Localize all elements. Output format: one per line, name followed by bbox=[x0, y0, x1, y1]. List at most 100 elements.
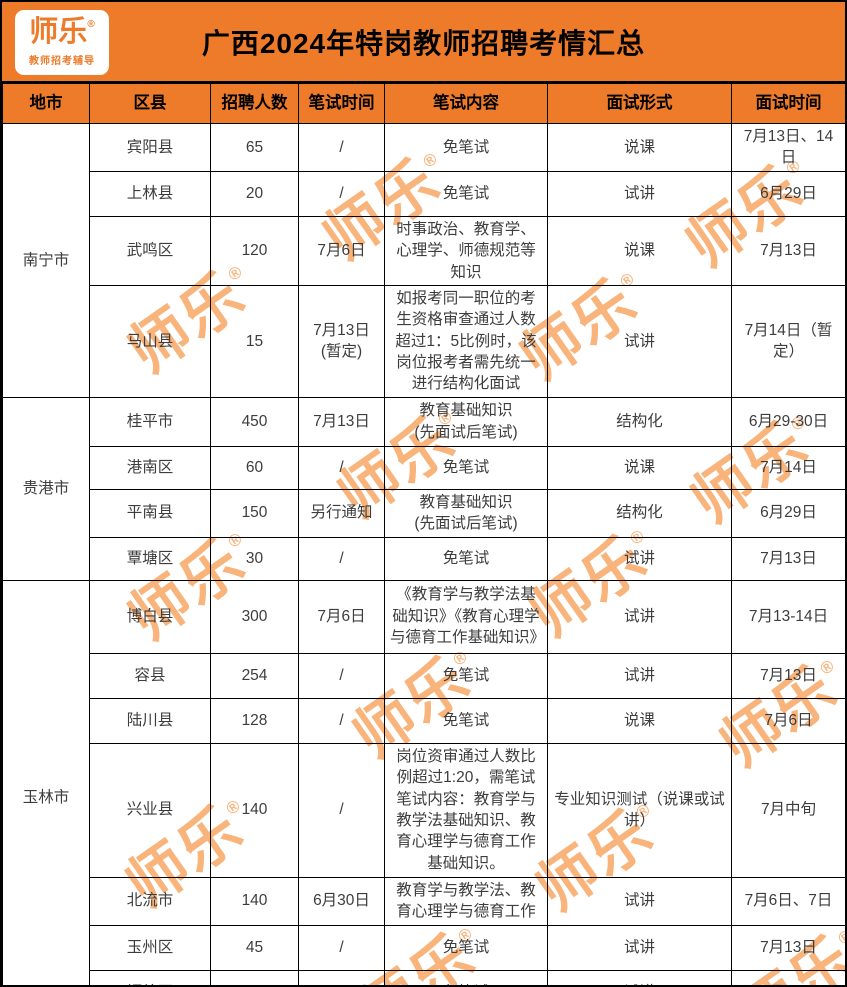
interview-time-cell: 7月13日 bbox=[731, 924, 845, 971]
count-cell: 15 bbox=[210, 284, 299, 398]
district-cell: 上林县 bbox=[89, 170, 211, 217]
interview-time-cell: 7月6日、7日 bbox=[731, 876, 845, 926]
city-cell: 玉林市 bbox=[2, 579, 90, 985]
district-cell: 博白县 bbox=[89, 579, 211, 654]
district-cell: 兴业县 bbox=[89, 742, 211, 878]
district-cell: 桂平市 bbox=[89, 396, 211, 447]
district-cell: 北流市 bbox=[89, 876, 211, 926]
district-cell: 陆川县 bbox=[89, 697, 211, 744]
count-cell: 65 bbox=[210, 123, 299, 172]
column-header-5: 笔试内容 bbox=[384, 83, 548, 124]
count-cell: 140 bbox=[210, 742, 299, 878]
interview-time-cell: 7月13-14日 bbox=[731, 579, 845, 654]
table-row: 马山县 15 7月13日 (暂定) 如报考同一职位的考生资格审查通过人数超过1：5比例… bbox=[3, 284, 845, 398]
written-content-cell: 免笔试 bbox=[384, 445, 548, 490]
interview-time-cell: 7月13日、14日 bbox=[731, 123, 845, 172]
count-cell: 120 bbox=[210, 215, 299, 286]
count-cell: 128 bbox=[210, 697, 299, 744]
written-time-cell: 另行通知 bbox=[298, 488, 385, 538]
district-cell: 港南区 bbox=[89, 445, 211, 490]
district-cell: 武鸣区 bbox=[89, 215, 211, 286]
written-time-cell: / bbox=[298, 969, 385, 985]
interview-form-cell: 说课 bbox=[547, 697, 732, 744]
table-row: 贵港市 桂平市 450 7月13日 教育基础知识 (先面试后笔试) 结构化 6月29-30日 bbox=[2, 396, 845, 581]
interview-form-cell: 试讲 bbox=[547, 284, 732, 398]
written-content-cell: 《教育学与教学法基础知识》《教育心理学与德育工作基础知识》 bbox=[384, 579, 548, 654]
count-cell: 60 bbox=[210, 445, 299, 490]
interview-form-cell: 试讲 bbox=[547, 876, 732, 926]
interview-form-cell: 试讲 bbox=[547, 652, 732, 699]
interview-time-cell: 7月13日 bbox=[731, 215, 845, 286]
interview-form-cell: 试讲 bbox=[547, 969, 732, 985]
written-content-cell: 免笔试 bbox=[384, 536, 548, 581]
city-cell: 南宁市 bbox=[2, 123, 90, 398]
table-row: 南宁市 宾阳县 65/免笔试 说课 7月13日、14日 bbox=[2, 123, 845, 398]
interview-time-cell: 6月29日 bbox=[731, 488, 845, 538]
interview-time-cell: 7月13日 bbox=[731, 652, 845, 699]
interview-time-cell: 7月13日 bbox=[731, 969, 845, 985]
column-header-6: 面试形式 bbox=[547, 83, 732, 124]
table-row: 武鸣区 120 7月6日 时事政治、教育学、心理学、师德规范等知识 说课 7月13日 bbox=[3, 215, 845, 286]
written-content-cell: 免笔试 bbox=[384, 652, 548, 699]
column-header-2: 区县 bbox=[89, 83, 211, 124]
district-cell: 宾阳县 bbox=[89, 123, 211, 172]
interview-time-cell: 7月14日（暂定） bbox=[731, 284, 845, 398]
interview-time-cell: 7月13日 bbox=[731, 536, 845, 581]
written-content-cell: 如报考同一职位的考生资格审查通过人数超过1：5比例时，该岗位报考者需先统一进行结… bbox=[384, 284, 548, 398]
interview-time-cell: 7月中旬 bbox=[731, 742, 845, 878]
count-cell: 45 bbox=[210, 924, 299, 971]
written-time-cell: / bbox=[298, 170, 385, 217]
count-cell: 140 bbox=[210, 876, 299, 926]
interview-form-cell: 说课 bbox=[547, 445, 732, 490]
written-content-cell: 教育学与教学法、教育心理学与德育工作 bbox=[384, 876, 548, 926]
written-content-cell: 免笔试 bbox=[384, 924, 548, 971]
interview-form-cell: 说课 bbox=[547, 215, 732, 286]
count-cell: 30 bbox=[210, 536, 299, 581]
written-content-cell: 岗位资审通过人数比例超过1:20，需笔试 笔试内容：教育学与教学法基础知识、教育… bbox=[384, 742, 548, 878]
written-time-cell: 7月13日 bbox=[298, 396, 385, 447]
column-header-1: 地市 bbox=[2, 83, 90, 124]
written-time-cell: 7月6日 bbox=[298, 215, 385, 286]
logo-text: 师乐 bbox=[29, 16, 88, 48]
count-cell: 20 bbox=[210, 170, 299, 217]
interview-time-cell: 6月29日 bbox=[731, 170, 845, 217]
header-bar: 师乐® 教师招考辅导 广西2024年特岗教师招聘考情汇总 bbox=[2, 2, 845, 83]
table-row: 港南区 60/免笔试 说课 7月14日 bbox=[3, 445, 845, 490]
interview-form-cell: 试讲 bbox=[547, 536, 732, 581]
brand-logo: 师乐® 教师招考辅导 bbox=[15, 10, 109, 75]
table-row: 兴业县 140/岗位资审通过人数比例超过1:20，需笔试 笔试内容：教育学与教学法… bbox=[3, 742, 845, 878]
written-content-cell: 免笔试 bbox=[384, 697, 548, 744]
table-row: 上林县 20/免笔试 试讲 6月29日 bbox=[3, 170, 845, 217]
written-content-cell: 免笔试 bbox=[384, 123, 548, 172]
count-cell: 450 bbox=[210, 396, 299, 447]
count-cell: 300 bbox=[210, 579, 299, 654]
page-title: 广西2024年特岗教师招聘考情汇总 bbox=[201, 27, 646, 59]
count-cell: 74 bbox=[210, 969, 299, 985]
interview-form-cell: 结构化 bbox=[547, 488, 732, 538]
written-time-cell: 6月30日 bbox=[298, 876, 385, 926]
written-time-cell: / bbox=[298, 652, 385, 699]
written-content-cell: 免笔试 bbox=[384, 170, 548, 217]
interview-form-cell: 说课 bbox=[547, 123, 732, 172]
district-cell: 福绵区 bbox=[89, 969, 211, 985]
district-cell: 平南县 bbox=[89, 488, 211, 538]
written-content-cell: 教育基础知识 (先面试后笔试) bbox=[384, 396, 548, 447]
column-header-7: 面试时间 bbox=[731, 83, 845, 124]
table-row: 玉林市 博白县 300 7月6日 《教育学与教学法基础知识》《教育心理学与德育工作基础知… bbox=[2, 579, 845, 985]
written-content-cell: 教育基础知识 (先面试后笔试) bbox=[384, 488, 548, 538]
column-header-3: 招聘人数 bbox=[210, 83, 299, 124]
interview-time-cell: 6月29-30日 bbox=[731, 396, 845, 447]
logo-subtitle: 教师招考辅导 bbox=[29, 56, 95, 67]
written-time-cell: / bbox=[298, 123, 385, 172]
written-time-cell: / bbox=[298, 924, 385, 971]
table-row: 覃塘区 30/免笔试 试讲 7月13日 bbox=[3, 536, 845, 581]
table-row: 平南县 150 另行通知 教育基础知识 (先面试后笔试) 结构化 6月29日 bbox=[3, 488, 845, 538]
written-time-cell: / bbox=[298, 536, 385, 581]
count-cell: 254 bbox=[210, 652, 299, 699]
written-time-cell: 7月13日 (暂定) bbox=[298, 284, 385, 398]
column-header-4: 笔试时间 bbox=[298, 83, 385, 124]
count-cell: 150 bbox=[210, 488, 299, 538]
written-time-cell: / bbox=[298, 445, 385, 490]
